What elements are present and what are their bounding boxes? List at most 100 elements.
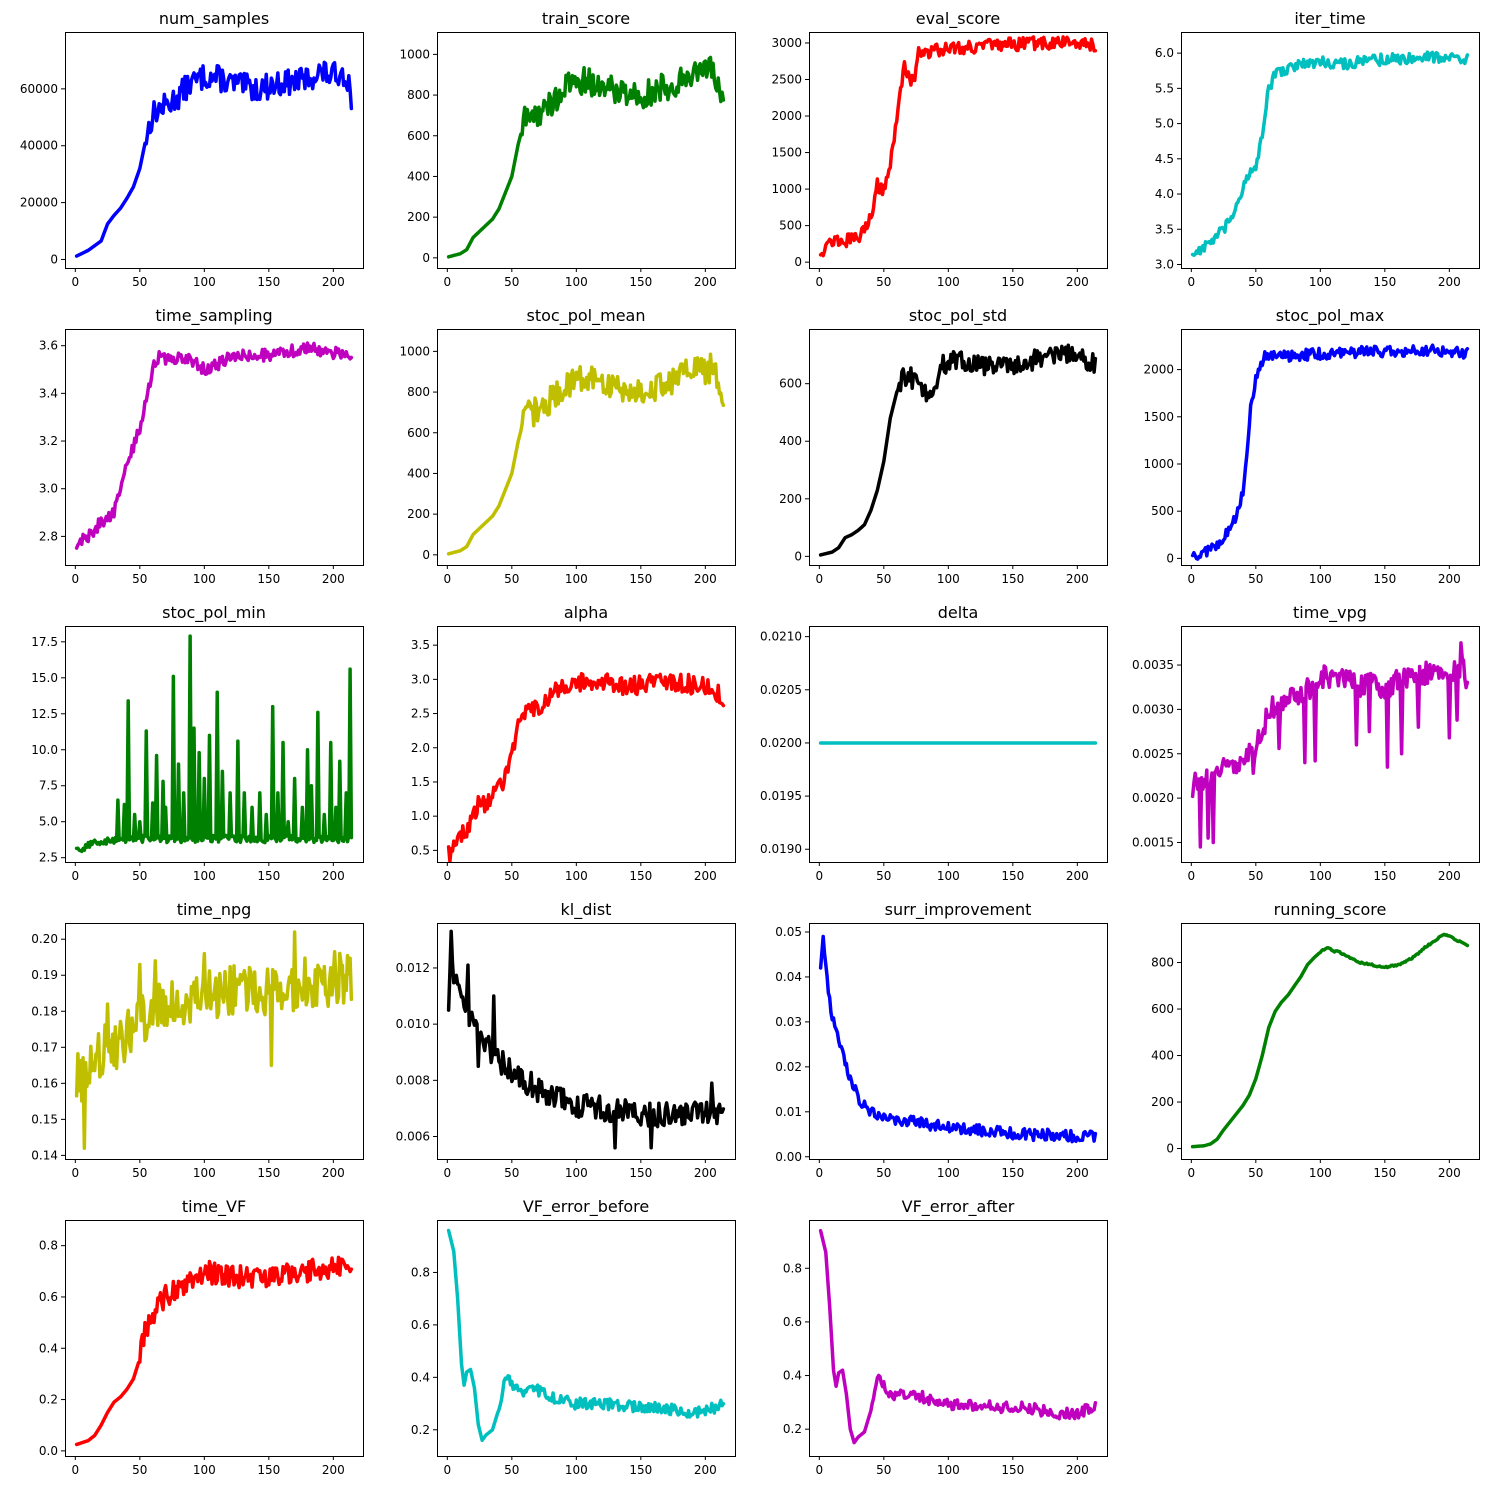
x-tick-label: 200 <box>1438 1166 1461 1180</box>
x-tick-label: 150 <box>257 1166 280 1180</box>
x-tick-label: 150 <box>1373 1166 1396 1180</box>
x-tick-label: 200 <box>1066 1463 1089 1477</box>
y-tick-label: 1000 <box>399 344 430 358</box>
x-tick-label: 100 <box>937 869 960 883</box>
y-tick-label: 400 <box>1151 1049 1174 1063</box>
y-tick-label: 2500 <box>771 72 802 86</box>
y-tick-label: 0.6 <box>39 1290 58 1304</box>
x-tick-label: 150 <box>1373 572 1396 586</box>
y-tick-label: 0.008 <box>396 1073 430 1087</box>
chart-title: num_samples <box>159 9 269 29</box>
y-tick-label: 0.19 <box>31 968 58 982</box>
chart-title: stoc_pol_min <box>162 603 266 623</box>
x-tick-label: 150 <box>1001 275 1024 289</box>
y-tick-label: 0.8 <box>39 1239 58 1253</box>
chart-title: time_sampling <box>155 306 272 326</box>
x-tick-label: 50 <box>876 1463 891 1477</box>
x-tick-label: 50 <box>1248 869 1263 883</box>
x-tick-label: 50 <box>876 275 891 289</box>
y-tick-label: 0.012 <box>396 961 430 975</box>
y-tick-label: 500 <box>1151 504 1174 518</box>
y-tick-label: 500 <box>779 219 802 233</box>
subplot-time-npg: time_npg 0 50 100 150 200 0.14 0.15 0.16 0.17 0.18… <box>31 900 364 1180</box>
y-tick-label: 0.02 <box>775 1060 802 1074</box>
axes-frame <box>809 1220 1108 1457</box>
x-tick-label: 200 <box>1438 869 1461 883</box>
x-tick-label: 0 <box>1188 275 1196 289</box>
y-tick-label: 0.0190 <box>760 842 802 856</box>
chart-title: time_npg <box>177 900 252 920</box>
axes-frame <box>1181 329 1480 566</box>
x-tick-label: 100 <box>1309 275 1332 289</box>
chart-title: alpha <box>564 603 608 622</box>
y-tick-label: 0.0200 <box>760 736 802 750</box>
x-tick-label: 50 <box>132 1166 147 1180</box>
x-tick-label: 200 <box>1438 275 1461 289</box>
x-tick-label: 0 <box>444 1463 452 1477</box>
x-tick-label: 100 <box>1309 869 1332 883</box>
y-tick-label: 0.0035 <box>1132 658 1174 672</box>
y-tick-label: 3.5 <box>1155 222 1174 236</box>
y-tick-label: 3.2 <box>39 434 58 448</box>
chart-title: train_score <box>542 9 630 29</box>
y-tick-label: 0.8 <box>783 1261 802 1275</box>
x-tick-label: 50 <box>504 572 519 586</box>
series-line-time-npg <box>74 930 354 1150</box>
chart-title: time_vpg <box>1293 603 1367 623</box>
chart-title: delta <box>938 603 979 622</box>
y-tick-label: 600 <box>407 129 430 143</box>
y-tick-label: 12.5 <box>31 707 58 721</box>
x-tick-label: 200 <box>1066 869 1089 883</box>
y-tick-label: 1000 <box>771 182 802 196</box>
y-tick-label: 0.2 <box>783 1422 802 1436</box>
x-tick-label: 150 <box>1373 275 1396 289</box>
y-tick-label: 0 <box>422 251 430 265</box>
x-tick-label: 0 <box>816 275 824 289</box>
x-tick-label: 150 <box>1001 572 1024 586</box>
y-tick-label: 60000 <box>20 82 58 96</box>
y-tick-label: 0 <box>1166 551 1174 565</box>
y-tick-label: 2.8 <box>39 529 58 543</box>
y-tick-label: 0.0025 <box>1132 747 1174 761</box>
x-tick-label: 150 <box>629 572 652 586</box>
y-tick-label: 0 <box>794 549 802 563</box>
axes-frame <box>65 1220 364 1457</box>
chart-title: kl_dist <box>561 900 612 920</box>
y-tick-label: 2.0 <box>411 741 430 755</box>
x-tick-label: 50 <box>132 1463 147 1477</box>
y-tick-label: 0.04 <box>775 970 802 984</box>
y-tick-label: 200 <box>407 507 430 521</box>
y-tick-label: 5.0 <box>39 815 58 829</box>
y-tick-label: 0.18 <box>31 1004 58 1018</box>
chart-title: VF_error_after <box>902 1197 1015 1217</box>
y-tick-label: 0.14 <box>31 1148 58 1162</box>
y-tick-label: 15.0 <box>31 671 58 685</box>
x-tick-label: 150 <box>629 1166 652 1180</box>
subplot-kl-dist: kl_dist 0 50 100 150 200 0.006 0.008 0.010 0.012 <box>396 900 736 1180</box>
x-tick-label: 150 <box>629 869 652 883</box>
axes-frame <box>437 923 736 1160</box>
series-line-num-samples <box>74 60 354 258</box>
subplot-alpha: alpha 0 50 100 150 200 0.5 1.0 1.5 2.0 2.5 3.0 3.5 <box>411 603 736 883</box>
y-tick-label: 1000 <box>1143 457 1174 471</box>
y-tick-label: 0.17 <box>31 1040 58 1054</box>
series-line-vf-error-after <box>818 1228 1098 1445</box>
y-tick-label: 0.5 <box>411 843 430 857</box>
y-tick-label: 0.6 <box>411 1318 430 1332</box>
y-tick-label: 0.01 <box>775 1105 802 1119</box>
x-tick-label: 100 <box>565 572 588 586</box>
x-tick-label: 150 <box>629 1463 652 1477</box>
axes-frame <box>1181 923 1480 1160</box>
chart-title: stoc_pol_std <box>909 306 1007 326</box>
subplot-time-vpg: time_vpg 0 50 100 150 200 0.0015 0.0020 0.0025 0.… <box>1132 603 1480 883</box>
x-tick-label: 200 <box>1438 572 1461 586</box>
x-tick-label: 100 <box>937 275 960 289</box>
series-line-eval-score <box>818 35 1098 258</box>
x-tick-label: 200 <box>1066 275 1089 289</box>
subplot-train-score: train_score 0 50 100 150 200 0 200 400 600 800 1000 <box>399 9 736 289</box>
y-tick-label: 0.0205 <box>760 683 802 697</box>
x-tick-label: 200 <box>322 1166 345 1180</box>
series-line-surr-improvement <box>818 934 1098 1144</box>
series-line-kl-dist <box>446 929 726 1150</box>
